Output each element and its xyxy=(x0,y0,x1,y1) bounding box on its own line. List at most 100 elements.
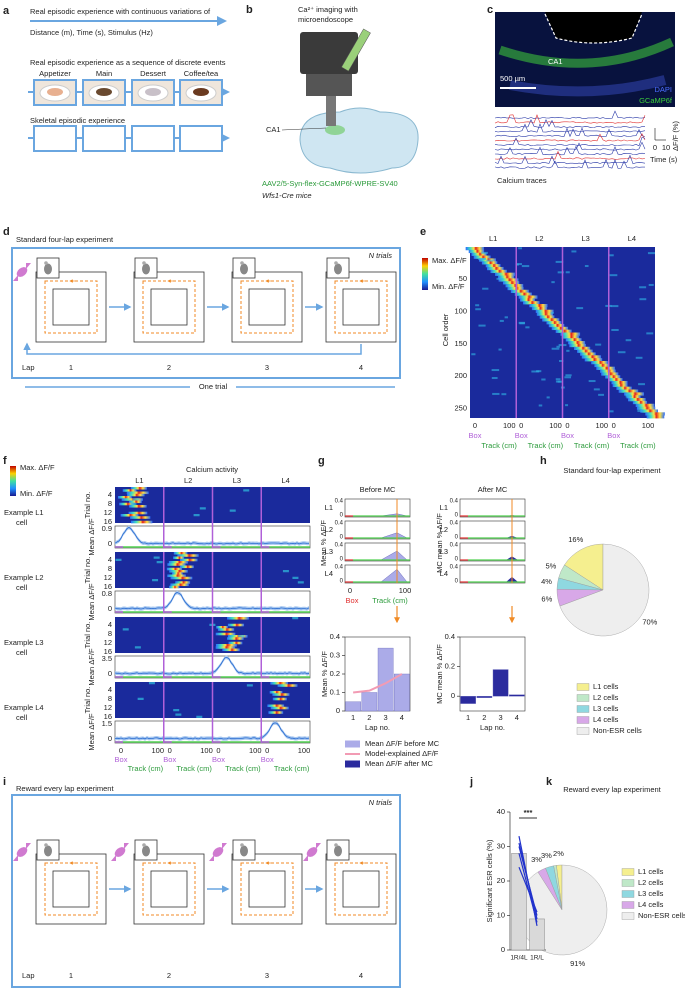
track-label: Track (cm) xyxy=(481,441,517,450)
heat-streak xyxy=(520,298,536,302)
mouse xyxy=(334,845,342,857)
heat-speck xyxy=(173,709,180,712)
heat-streak xyxy=(523,301,540,305)
heat-speck xyxy=(246,684,253,687)
heat-streak xyxy=(473,255,491,259)
pie-slice xyxy=(564,543,604,591)
brain xyxy=(299,107,419,174)
heat-speck xyxy=(491,377,498,380)
mouse xyxy=(240,263,248,275)
box-label: Box xyxy=(115,755,128,764)
lap-label: L2 xyxy=(184,476,192,485)
heat-streak xyxy=(565,338,582,342)
mini-plot xyxy=(459,542,526,562)
value-label: 16% xyxy=(568,535,583,544)
lap-label: L3 xyxy=(325,547,333,556)
event-label: Dessert xyxy=(140,69,167,78)
tick-label: 100 xyxy=(503,421,516,430)
heat-speck xyxy=(625,339,632,342)
y-tick-label: 10 xyxy=(497,910,505,919)
heat-speck xyxy=(292,617,299,620)
tick-label: 200 xyxy=(454,371,467,380)
x-tick-label: 4 xyxy=(400,713,404,722)
heat-speck xyxy=(518,321,526,324)
heat-streak xyxy=(272,693,290,696)
heat-streak xyxy=(227,623,245,627)
heat-streak xyxy=(626,395,641,399)
heat-streak xyxy=(173,552,188,555)
heat-streak xyxy=(485,264,501,268)
heat-streak xyxy=(216,626,228,629)
x-tick-label: 1R/4L xyxy=(510,955,528,962)
example-label: Example L4 xyxy=(4,703,44,712)
heat-speck xyxy=(156,561,163,564)
legend-label: Non-ESR cells xyxy=(593,726,642,735)
heat-speck xyxy=(134,646,141,649)
heat-streak xyxy=(635,403,655,407)
mouse-ear xyxy=(240,843,244,847)
tick-label: 0 xyxy=(348,586,352,595)
heat-streak xyxy=(608,378,623,382)
reward xyxy=(303,843,321,861)
heat-speck xyxy=(521,265,530,268)
y-tick-label: 0.3 xyxy=(330,650,340,659)
tick-label: 0.4 xyxy=(450,499,459,505)
heat-speck xyxy=(598,393,604,396)
heat-speck xyxy=(550,311,554,314)
column-title: Before MC xyxy=(360,485,396,494)
tick-label: 0 xyxy=(612,421,616,430)
lap-label: L2 xyxy=(535,234,543,243)
heat-streak xyxy=(130,520,153,524)
heat-speck xyxy=(115,558,122,561)
tick-label: 0.8 xyxy=(102,589,112,598)
y-tick-label: 30 xyxy=(497,841,505,850)
heat-streak xyxy=(490,269,507,274)
panel-letter: e xyxy=(420,226,426,238)
tick-label: 0 xyxy=(455,557,459,563)
maze-inner xyxy=(150,288,188,326)
heat-streak xyxy=(127,493,145,497)
box-label: Box xyxy=(346,596,359,605)
tick-label: 3.5 xyxy=(102,654,112,663)
reward xyxy=(13,843,31,861)
tick-label: 100 xyxy=(151,746,164,755)
return-arrow xyxy=(23,342,362,355)
heat-speck xyxy=(496,277,504,280)
heat-streak xyxy=(126,491,149,495)
tick-label: 8 xyxy=(108,629,112,638)
legend-swatch xyxy=(576,727,590,735)
heat-streak xyxy=(277,684,298,687)
tick-label: 0 xyxy=(168,746,172,755)
heat-streak xyxy=(120,514,139,517)
heat-speck xyxy=(546,396,550,399)
virus-label: AAV2/5-Syn-flex-GCaMP6f-WPRE-SV40 xyxy=(262,179,398,188)
lap-number: 2 xyxy=(167,363,171,372)
heat-speck xyxy=(499,319,504,322)
stain-label: DAPI xyxy=(654,85,672,94)
trials-label: N trials xyxy=(369,251,393,260)
axis-label: MC mean % ΔF/F xyxy=(435,513,444,573)
heat-streak xyxy=(481,261,498,265)
heat-streak xyxy=(179,565,194,569)
trace xyxy=(494,154,646,165)
colorbar-label: Min. ΔF/F xyxy=(432,282,465,291)
tick-label: 0.4 xyxy=(335,521,344,527)
trace xyxy=(494,137,646,147)
heat-speck xyxy=(593,388,600,391)
lap-label: Lap xyxy=(22,971,35,980)
axis-label: Trial no. xyxy=(83,557,92,584)
heat-speck xyxy=(551,281,555,284)
heat-streak xyxy=(217,628,235,631)
heat-speck xyxy=(196,715,203,718)
tick-label: 4 xyxy=(108,685,112,694)
heat-speck xyxy=(556,345,560,348)
track-label: Track (cm) xyxy=(274,764,310,773)
legend-swatch xyxy=(345,760,360,768)
heat-speck xyxy=(504,316,508,319)
heat-speck xyxy=(238,635,245,638)
region-label: CA1 xyxy=(266,125,281,134)
heat-speck xyxy=(541,378,546,381)
reward xyxy=(16,847,28,857)
track-label: Track (cm) xyxy=(620,441,656,450)
reward xyxy=(306,847,318,857)
